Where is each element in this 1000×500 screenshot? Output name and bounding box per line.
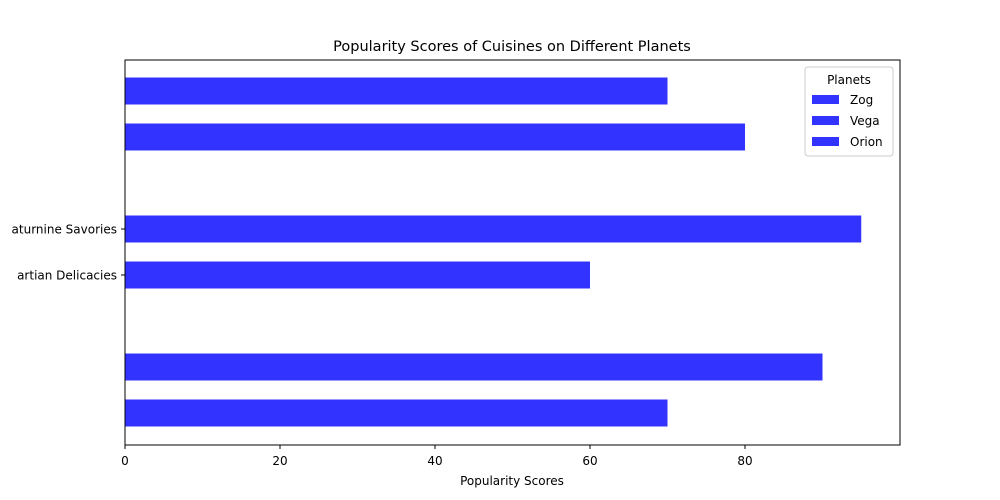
x-axis-label: Popularity Scores bbox=[460, 474, 564, 488]
x-tick-label: 40 bbox=[427, 454, 442, 468]
chart-title: Popularity Scores of Cuisines on Differe… bbox=[333, 39, 691, 55]
legend-title: Planets bbox=[827, 73, 871, 87]
x-tick-label: 60 bbox=[582, 454, 597, 468]
legend-label: Vega bbox=[850, 114, 880, 128]
bar bbox=[125, 77, 668, 105]
legend-label: Zog bbox=[850, 93, 873, 107]
x-tick-label: 0 bbox=[121, 454, 129, 468]
bar bbox=[125, 261, 590, 289]
plot-frame bbox=[124, 59, 901, 446]
x-axis-ticks: 0 20 40 60 80 bbox=[121, 445, 753, 468]
x-tick-label: 20 bbox=[272, 454, 287, 468]
bar bbox=[125, 123, 745, 151]
y-tick-label: aturnine Savories bbox=[12, 223, 117, 237]
bar bbox=[125, 399, 668, 427]
x-tick-label: 80 bbox=[737, 454, 752, 468]
legend-swatch bbox=[812, 137, 839, 146]
legend-box bbox=[804, 66, 894, 157]
bars-group bbox=[125, 77, 862, 427]
y-tick-label: artian Delicacies bbox=[17, 269, 117, 283]
legend[interactable]: Planets Zog Vega Orion bbox=[804, 66, 894, 157]
legend-swatch bbox=[812, 95, 839, 104]
bar bbox=[125, 353, 823, 381]
legend-label: Orion bbox=[850, 135, 883, 149]
legend-items: Zog Vega Orion bbox=[812, 93, 883, 149]
bar bbox=[125, 215, 862, 243]
legend-swatch bbox=[812, 116, 839, 125]
y-axis-ticks: aturnine Savories artian Delicacies bbox=[12, 223, 125, 283]
